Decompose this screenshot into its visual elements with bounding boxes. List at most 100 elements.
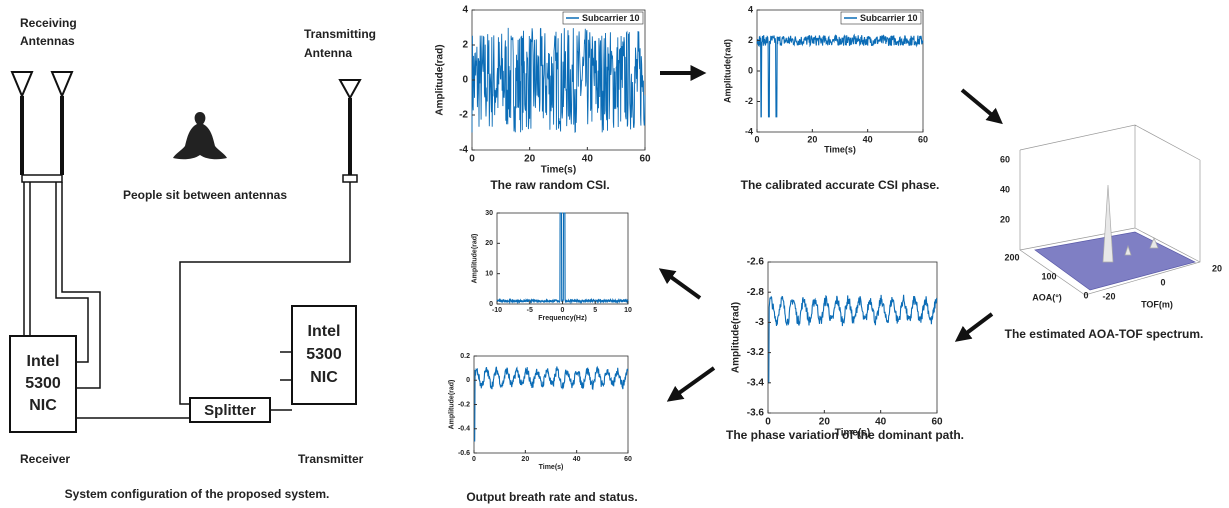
plot-frame [473,355,629,454]
tick-label: 100 [1041,271,1056,281]
person-icon [173,112,227,160]
arrow [658,268,702,300]
legend-box [840,11,922,25]
spectrum-plot [1019,124,1201,296]
signal-trace [768,294,938,384]
y-tick-label: -2.6 [747,257,765,268]
spectrum-surface [1034,231,1196,291]
y-tick-label: -3 [755,317,764,328]
nic-label: Intel [27,353,60,370]
arrow [666,366,716,402]
y-tick-label: 0 [748,65,753,75]
y-tick-label: -4 [459,145,468,156]
nic-label: 5300 [25,375,61,392]
label: Transmitting [304,27,376,41]
x-tick-label: 40 [582,154,594,165]
y-tick-label: -2 [459,110,468,121]
connector [342,174,358,183]
cable [23,182,31,336]
y-tick-label: 4 [462,5,468,16]
tick-label: 40 [1000,184,1010,194]
x-tick-label: 20 [521,456,529,463]
label: Antennas [20,34,75,48]
y-tick-label: 30 [485,210,493,217]
x-tick-label: -10 [492,307,502,314]
y-axis-label: Amplitude(rad) [731,302,742,373]
y-axis-label: Amplitude(rad) [435,44,446,115]
connector [21,174,63,183]
setup-diagram [9,71,362,433]
tick-label: 0 [1160,277,1165,287]
plot-box [1019,124,1201,296]
y-tick-label: -0.6 [458,450,470,457]
axis-label: AOA(°) [1032,292,1062,302]
y-axis-label: Amplitude(rad) [471,234,478,284]
label: Transmitter [298,452,364,466]
y-tick-label: -2 [745,96,753,106]
port [280,351,292,381]
tick-label: 20 [1212,263,1222,273]
y-tick-label: 0 [466,377,470,384]
x-axis-label: Time(s) [539,464,564,471]
label: Receiving [20,16,77,30]
y-tick-label: -0.2 [458,401,470,408]
x-axis-label: Time(s) [541,165,576,176]
plot-frame [496,212,629,305]
nic-label: NIC [310,369,338,386]
tick-label: 20 [1000,214,1010,224]
y-tick-label: 10 [485,271,493,278]
plot-panel: 0 10 20 30 -10 -5 0 5 10 Frequency(Hz) Amplitude(r… [471,210,632,322]
y-tick-label: -3.4 [747,377,765,388]
x-tick-label: -5 [527,307,533,314]
y-tick-label: 4 [748,4,753,14]
caption: The raw random CSI. [490,178,609,192]
y-tick-label: -3.2 [747,347,765,358]
x-axis-label: Frequency(Hz) [538,315,587,322]
caption: Output breath rate and status. [466,490,637,504]
arrow [960,88,1003,125]
x-axis-label: Time(s) [835,428,870,439]
spectrum-peak [1102,184,1159,263]
x-tick-label: 40 [573,456,581,463]
y-tick-label: 2 [462,40,468,51]
legend-box [562,11,644,25]
x-tick-label: 60 [918,134,928,144]
flow-arrows [658,65,1003,402]
spectrum-texts: The estimated AOA-TOF spectrum. AOA(°) T… [1000,154,1222,341]
plot-frame [756,9,924,133]
y-tick-label: 0 [462,75,468,86]
plot-panel: -0.6 -0.4 -0.2 0 0.2 0 20 40 60 Time(s) Amplitude(… [448,353,637,504]
plot-panel: -3.6 -3.4 -3.2 -3 -2.8 -2.6 0 20 40 60 Time(s) Ampl… [726,257,964,443]
setup-texts: Receiving Antennas Transmitting Antenna … [20,16,376,501]
receiver-nic-box [9,335,77,433]
y-tick-label: -2.8 [747,287,765,298]
y-tick-label: -0.4 [458,426,470,433]
nic-label: NIC [29,397,57,414]
tick-label: 200 [1004,252,1019,262]
y-tick-label: 0.2 [460,353,470,360]
cable [55,182,101,389]
legend-label: Subcarrier 10 [860,13,918,23]
x-tick-label: 60 [639,154,651,165]
caption: The phase variation of the dominant path… [726,428,964,442]
y-tick-label: 0 [489,301,493,308]
plot-frame [767,261,938,414]
x-tick-label: 0 [754,134,759,144]
y-tick-label: 20 [485,240,493,247]
x-tick-label: 0 [765,417,771,428]
transmitter-nic-box [291,305,357,405]
y-axis-label: Amplitude(rad) [448,380,455,430]
x-tick-label: 0 [561,307,565,314]
label: People sit between antennas [123,188,287,202]
caption: The estimated AOA-TOF spectrum. [1005,327,1204,341]
x-tick-label: 40 [863,134,873,144]
cable [179,182,351,405]
x-tick-label: 20 [524,154,536,165]
y-tick-label: -3.6 [747,408,765,419]
x-tick-label: 0 [472,456,476,463]
signal-trace [474,365,629,442]
nic-label: Intel [308,323,341,340]
